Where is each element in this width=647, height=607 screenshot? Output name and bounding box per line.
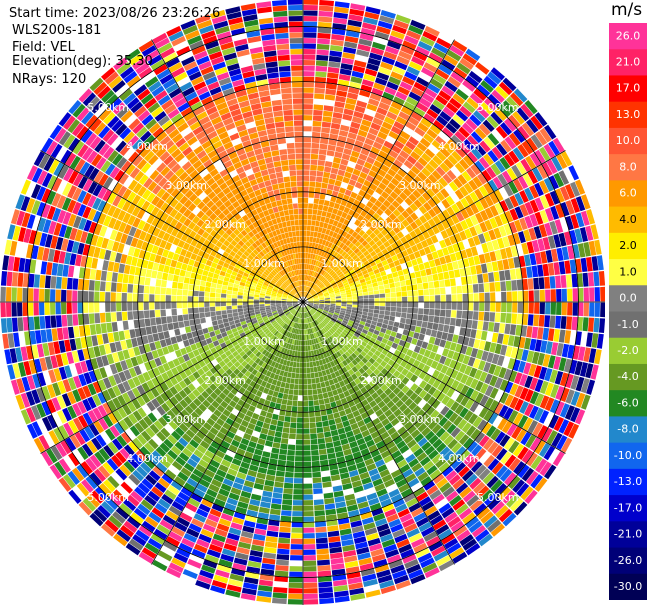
colorbar-tick-label: 13.0: [616, 108, 641, 121]
colorbar-swatch: [609, 49, 647, 76]
colorbar-tick-label: -17.0: [614, 501, 642, 514]
range-label-2: 2.00km: [204, 374, 246, 387]
range-label-4: 4.00km: [438, 140, 480, 153]
colorbar-swatch: [609, 495, 647, 522]
colorbar-swatch: [609, 285, 647, 312]
spoke-240: [40, 301, 304, 454]
colorbar-tick-label: -13.0: [614, 475, 642, 488]
colorbar-tick-label: 26.0: [616, 29, 641, 42]
colorbar-swatch: [609, 521, 647, 549]
colorbar-swatch: [609, 390, 647, 417]
colorbar-tick-label: -26.0: [614, 554, 642, 567]
spoke-330: [151, 39, 304, 303]
range-label-3: 3.00km: [165, 179, 207, 192]
colorbar-tick-label: -1.0: [617, 318, 638, 331]
colorbar-tick-label: 8.0: [619, 160, 637, 173]
colorbar-swatch: [609, 442, 647, 470]
colorbar-swatch: [609, 101, 647, 129]
station-label: WLS200s-181: [12, 23, 102, 38]
colorbar-swatch: [609, 416, 647, 444]
colorbar-swatch: [609, 206, 647, 234]
ppi-plot: 1.00km 1.00km 1.00km 1.00km 2.00km 2.00km 2.00…: [0, 0, 605, 605]
field-label: Field: VEL: [12, 40, 75, 55]
start-time-label: Start time: 2023/08/26 23:26:26: [9, 6, 221, 21]
colorbar-swatch: [609, 311, 647, 339]
colorbar-tick-label: -8.0: [617, 423, 638, 436]
colorbar-swatch: [609, 232, 647, 260]
range-label-4: 4.00km: [438, 452, 480, 465]
colorbar-tick-label: 17.0: [616, 82, 641, 95]
colorbar-tick-label: -30.0: [614, 580, 642, 593]
range-label-3: 3.00km: [165, 413, 207, 426]
elevation-label: Elevation(deg): 35.30: [12, 54, 153, 69]
colorbar-swatch: [609, 259, 647, 286]
range-label-1: 1.00km: [243, 257, 285, 270]
range-label-5: 5.00km: [87, 491, 129, 504]
colorbar-swatch: [609, 363, 647, 391]
colorbar: 26.0 21.0 17.0 13.0 10.0 8.0 6.0 4.0 2.0 1.0 0.0 -1…: [609, 23, 647, 600]
colorbar-swatch: [609, 180, 647, 208]
colorbar-swatch: [609, 154, 647, 181]
colorbar-swatch: [609, 23, 647, 50]
range-label-1: 1.00km: [321, 335, 363, 348]
colorbar-swatch: [609, 75, 647, 103]
spoke-30: [302, 39, 455, 303]
colorbar-swatch: [609, 468, 647, 496]
range-label-5: 5.00km: [477, 491, 519, 504]
colorbar-swatch: [609, 573, 647, 600]
spoke-120: [302, 301, 566, 454]
range-label-4: 4.00km: [126, 452, 168, 465]
colorbar-tick-label: -10.0: [614, 449, 642, 462]
range-label-3: 3.00km: [399, 179, 441, 192]
colorbar-tick-label: 1.0: [619, 265, 637, 278]
colorbar-swatch: [609, 127, 647, 155]
nrays-label: NRays: 120: [12, 72, 87, 87]
colorbar-tick-label: 0.0: [619, 292, 637, 305]
range-label-2: 2.00km: [360, 374, 402, 387]
spoke-60: [302, 150, 566, 303]
range-label-2: 2.00km: [204, 218, 246, 231]
velocity-gates: [0, 0, 605, 605]
colorbar-tick-label: -2.0: [617, 344, 638, 357]
range-label-2: 2.00km: [360, 218, 402, 231]
colorbar-tick-label: 4.0: [619, 213, 637, 226]
spoke-150: [302, 301, 455, 565]
range-label-4: 4.00km: [126, 140, 168, 153]
colorbar-tick-label: 6.0: [619, 187, 637, 200]
range-label-1: 1.00km: [243, 335, 285, 348]
spoke-300: [40, 150, 304, 303]
range-label-5: 5.00km: [477, 101, 519, 114]
colorbar-tick-label: -21.0: [614, 528, 642, 541]
range-label-3: 3.00km: [399, 413, 441, 426]
colorbar-unit-label: m/s: [611, 0, 643, 20]
colorbar-swatch: [609, 337, 647, 365]
colorbar-tick-label: 21.0: [616, 55, 641, 68]
colorbar-tick-label: 10.0: [616, 134, 641, 147]
colorbar-swatch: [609, 547, 647, 575]
range-label-5: 5.00km: [87, 101, 129, 114]
colorbar-tick-label: -4.0: [617, 370, 638, 383]
spoke-210: [151, 301, 304, 565]
colorbar-tick-label: 2.0: [619, 239, 637, 252]
colorbar-tick-label: -6.0: [617, 396, 638, 409]
range-label-1: 1.00km: [321, 257, 363, 270]
